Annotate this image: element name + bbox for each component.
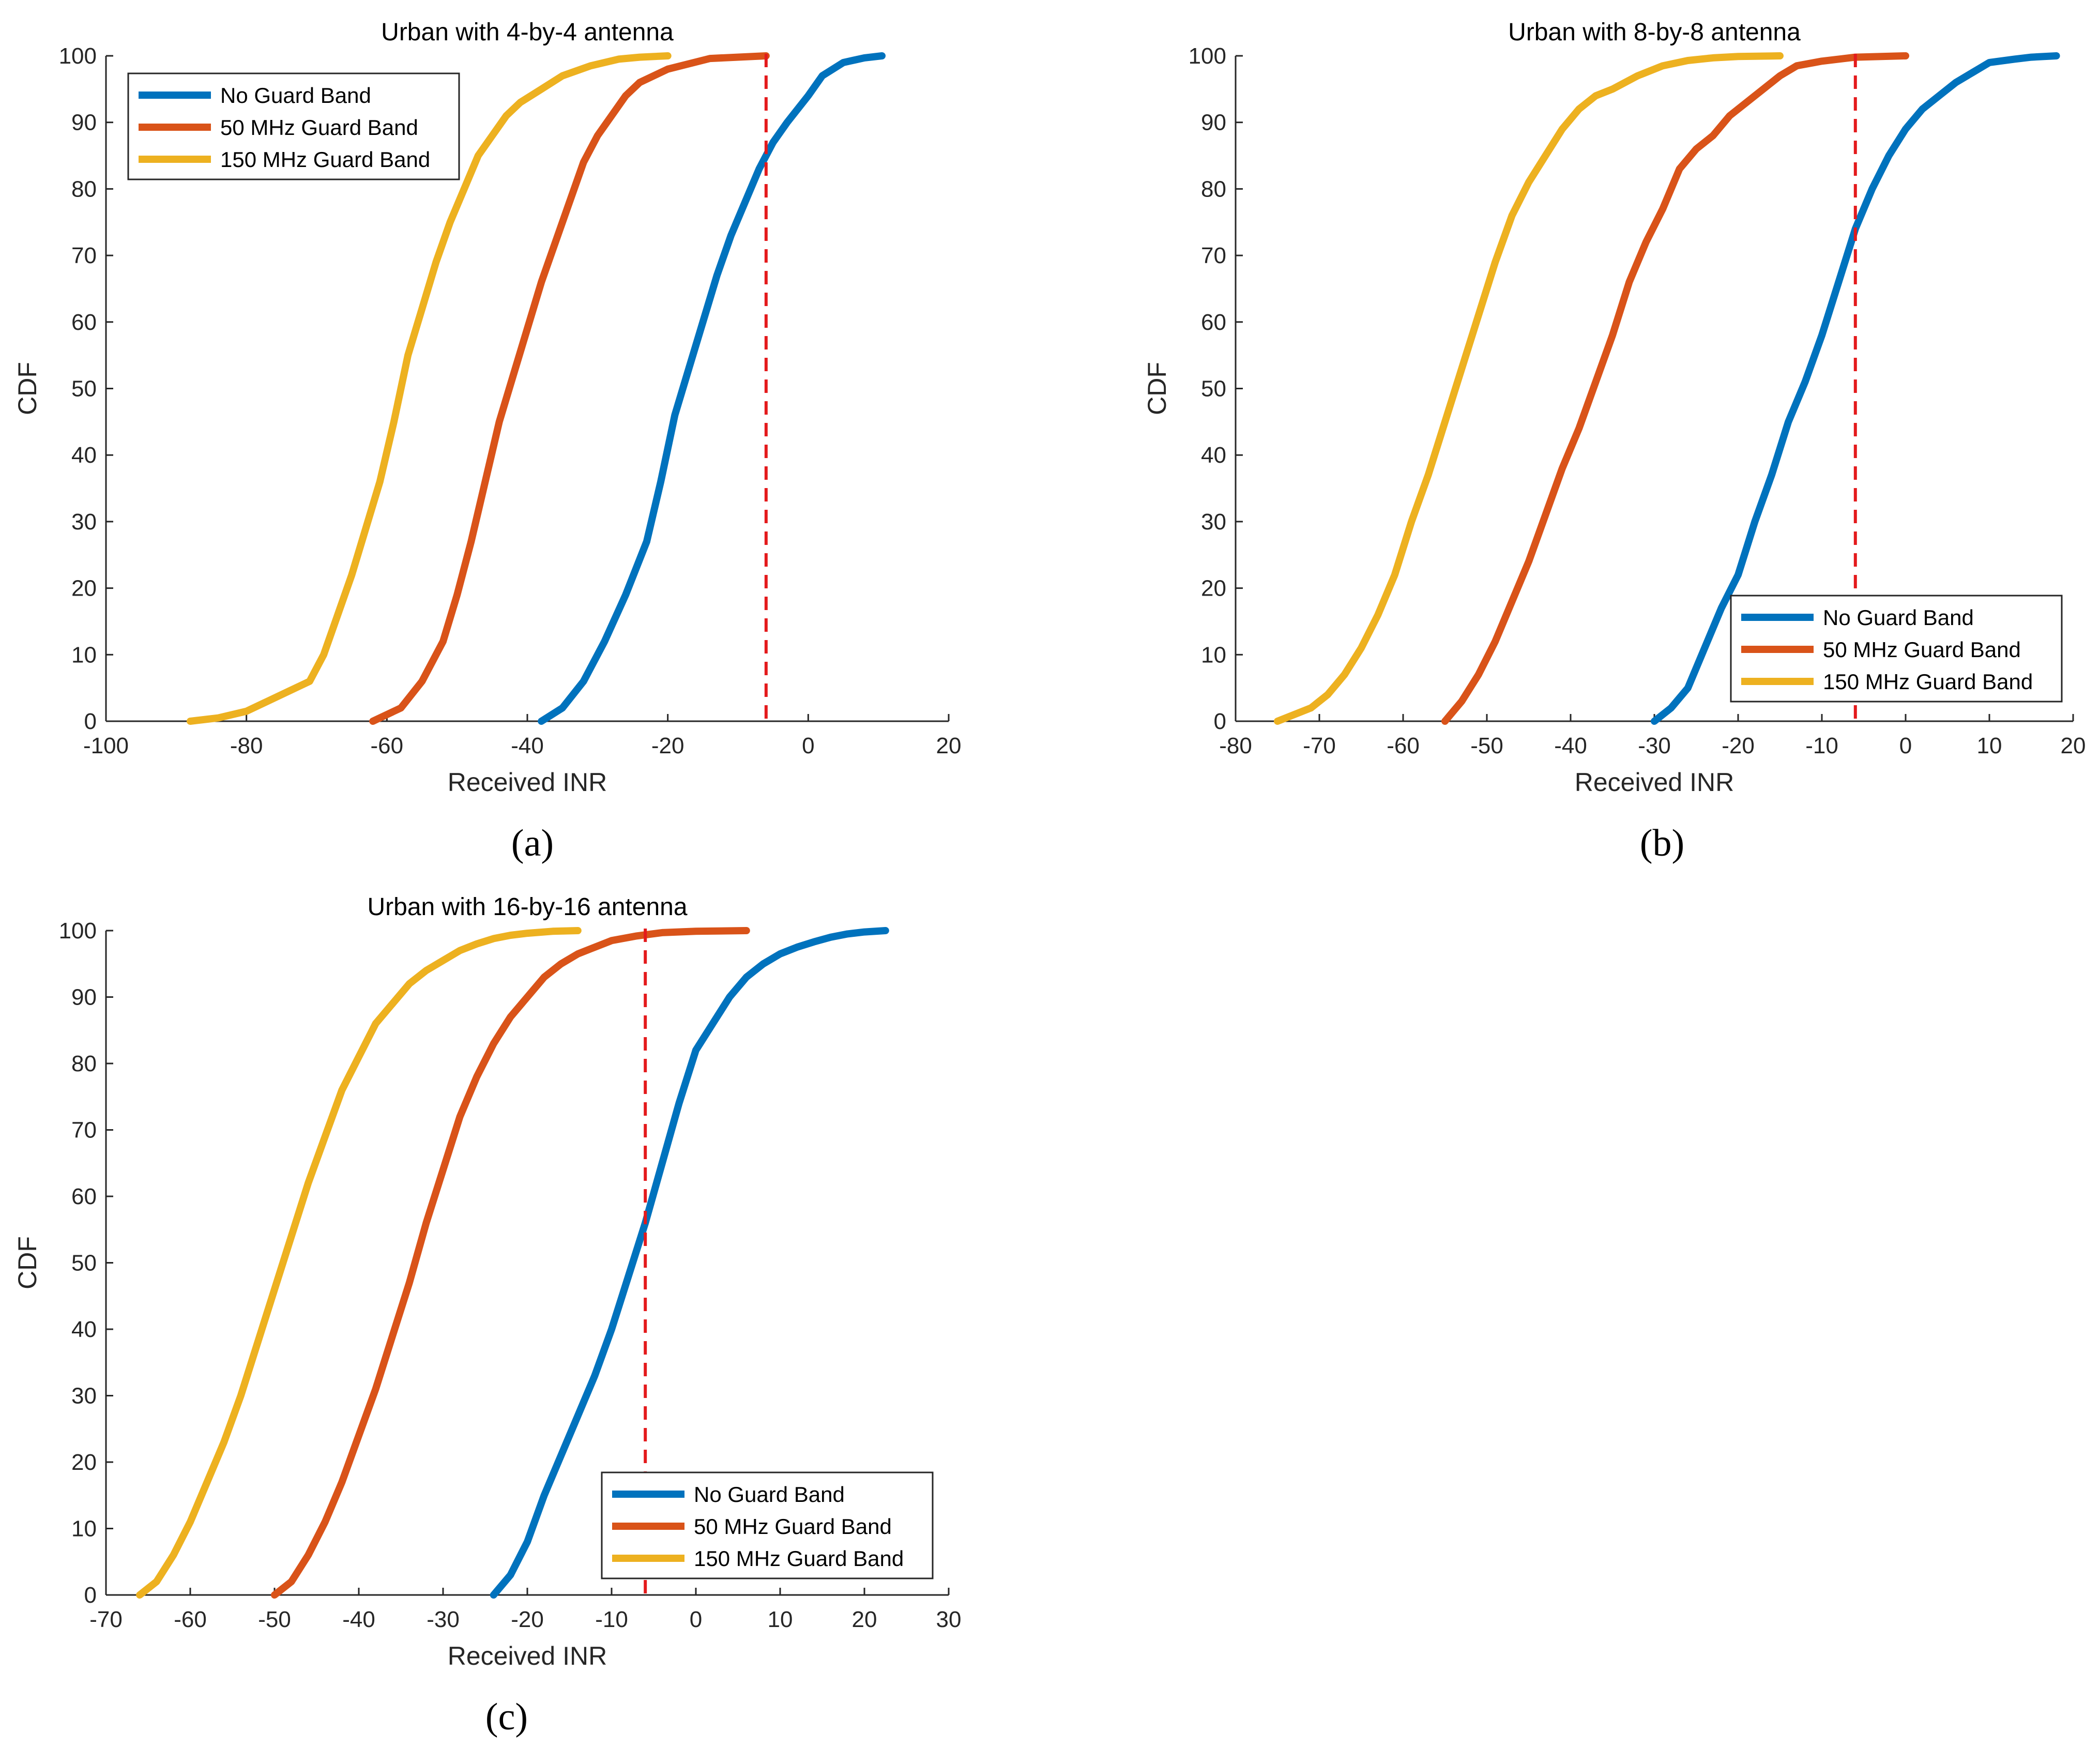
y-tick-label: 60: [71, 1184, 97, 1209]
legend-label-150mhz-guard-band: 150 MHz Guard Band: [694, 1546, 904, 1571]
x-tick-label: 0: [690, 1607, 702, 1632]
x-tick-label: 30: [936, 1607, 962, 1632]
panel-b: -80 -70 -60 -50 -40 -30 -20 -10 0 10 20 0 10 20 30 40 50…: [1143, 19, 2086, 797]
panel-a: -100 -80 -60 -40 -20 0 20 0 10 20 30 40 50 60 70 80 90 10…: [13, 19, 961, 797]
x-tick-label: -20: [511, 1607, 544, 1632]
panel-label-a: (a): [511, 822, 554, 864]
y-tick-label: 50: [1201, 376, 1226, 402]
y-tick-label: 60: [1201, 310, 1226, 335]
series-line-150mhz-guard-band: [187, 52, 672, 725]
chart-title: Urban with 8-by-8 antenna: [1508, 19, 1801, 46]
y-tick-label: 30: [1201, 509, 1226, 535]
x-tick-label: -80: [230, 733, 263, 758]
y-tick-label: 0: [1214, 709, 1226, 734]
series-line-50mhz-guard-band: [369, 52, 770, 725]
legend-label-no-guard-band: No Guard Band: [1823, 605, 1974, 630]
series-line-150mhz-guard-band: [1274, 52, 1784, 725]
x-tick-label: -40: [1554, 733, 1587, 758]
x-tick-label: -40: [511, 733, 544, 758]
x-tick-label: -20: [651, 733, 684, 758]
x-tick-label: -30: [427, 1607, 460, 1632]
legend-label-no-guard-band: No Guard Band: [694, 1482, 845, 1507]
y-tick-label: 20: [1201, 576, 1226, 601]
y-tick-label: 90: [71, 110, 97, 135]
x-tick-label: -50: [1470, 733, 1503, 758]
y-tick-label: 70: [71, 1118, 97, 1143]
y-axis-label: CDF: [13, 1236, 42, 1289]
series-line-no-guard-band: [490, 927, 889, 1599]
x-tick-label: 20: [852, 1607, 877, 1632]
x-tick-label: -60: [1387, 733, 1420, 758]
x-tick-label: 0: [802, 733, 814, 758]
x-tick-label: -70: [89, 1607, 123, 1632]
y-tick-label: 70: [71, 243, 97, 268]
y-tick-label: 0: [84, 1583, 97, 1608]
y-tick-label: 10: [1201, 642, 1226, 667]
legend-label-50mhz-guard-band: 50 MHz Guard Band: [694, 1514, 892, 1539]
x-tick-label: -20: [1722, 733, 1755, 758]
x-axis-label: Received INR: [1575, 768, 1734, 797]
legend-label-50mhz-guard-band: 50 MHz Guard Band: [1823, 637, 2021, 662]
x-tick-label: -80: [1219, 733, 1252, 758]
series-line-150mhz-guard-band: [136, 927, 582, 1599]
panel-label-b: (b): [1640, 822, 1684, 864]
y-tick-label: 40: [1201, 443, 1226, 468]
x-tick-label: 10: [768, 1607, 793, 1632]
x-tick-label: -70: [1303, 733, 1336, 758]
y-tick-label: 80: [71, 176, 97, 202]
x-tick-label: -30: [1638, 733, 1671, 758]
x-tick-label: 20: [2061, 733, 2086, 758]
y-tick-label: 50: [71, 376, 97, 402]
x-tick-label: -60: [174, 1607, 207, 1632]
x-tick-label: 0: [1899, 733, 1912, 758]
y-tick-label: 60: [71, 310, 97, 335]
y-tick-label: 30: [71, 1384, 97, 1409]
y-tick-label: 100: [1189, 43, 1226, 69]
legend-label-150mhz-guard-band: 150 MHz Guard Band: [1823, 670, 2033, 694]
x-axis-label: Received INR: [448, 768, 607, 797]
series-line-no-guard-band: [1651, 52, 2060, 725]
series-line-50mhz-guard-band: [1441, 52, 1909, 725]
chart-title: Urban with 4-by-4 antenna: [381, 19, 674, 46]
y-tick-label: 90: [71, 985, 97, 1010]
y-tick-label: 100: [59, 918, 97, 944]
legend-label-150mhz-guard-band: 150 MHz Guard Band: [220, 147, 430, 172]
chart-title: Urban with 16-by-16 antenna: [367, 893, 687, 921]
y-tick-label: 70: [1201, 243, 1226, 268]
y-tick-label: 20: [71, 576, 97, 601]
y-tick-label: 30: [71, 509, 97, 535]
legend-label-50mhz-guard-band: 50 MHz Guard Band: [220, 115, 418, 140]
panel-c: -70 -60 -50 -40 -30 -20 -10 0 10 20 30 0 10 20 30 40 50 6…: [13, 893, 961, 1670]
y-axis-label: CDF: [1143, 362, 1171, 415]
x-tick-label: 10: [1977, 733, 2002, 758]
x-tick-label: -10: [595, 1607, 628, 1632]
x-tick-label: -50: [258, 1607, 291, 1632]
y-axis-label: CDF: [13, 362, 42, 415]
y-tick-label: 10: [71, 642, 97, 667]
x-tick-label: -10: [1805, 733, 1838, 758]
x-axis-label: Received INR: [448, 1641, 607, 1670]
y-tick-label: 0: [84, 709, 97, 734]
y-tick-label: 50: [71, 1251, 97, 1276]
y-tick-label: 80: [71, 1051, 97, 1076]
series-line-no-guard-band: [538, 52, 886, 725]
legend-label-no-guard-band: No Guard Band: [220, 83, 371, 108]
panel-label-c: (c): [485, 1696, 528, 1738]
y-tick-label: 10: [71, 1516, 97, 1542]
y-tick-label: 40: [71, 443, 97, 468]
x-tick-label: -60: [371, 733, 404, 758]
y-tick-label: 20: [71, 1450, 97, 1475]
x-tick-label: -40: [342, 1607, 375, 1632]
x-tick-label: 20: [936, 733, 962, 758]
y-tick-label: 80: [1201, 176, 1226, 202]
series-line-50mhz-guard-band: [271, 927, 750, 1599]
y-tick-label: 90: [1201, 110, 1226, 135]
x-tick-label: -100: [83, 733, 129, 758]
y-tick-label: 40: [71, 1317, 97, 1342]
y-tick-label: 100: [59, 43, 97, 69]
